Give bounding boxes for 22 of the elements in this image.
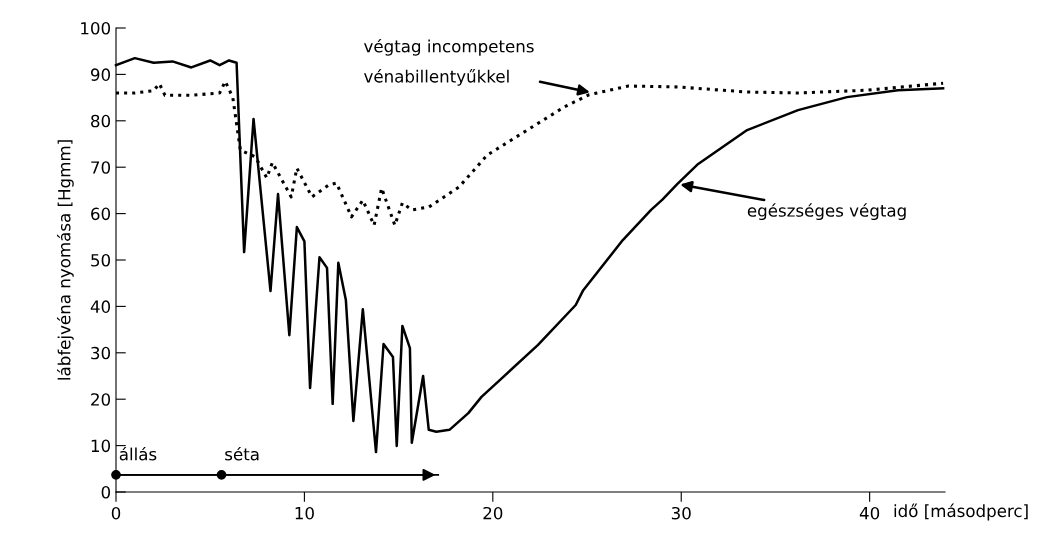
y-tick-label: 80 xyxy=(91,114,111,128)
y-tick-label: 20 xyxy=(91,393,111,406)
y-tick-label: 10 xyxy=(91,439,111,453)
y-tick-label: 90 xyxy=(90,68,111,81)
y-tick-label: 50 xyxy=(91,253,111,267)
x-tick-label: 40 xyxy=(859,506,880,520)
x-tick-label: 0 xyxy=(111,506,121,520)
y-axis-title: lábfejvéna nyomása [Hgmm] xyxy=(56,140,74,380)
y-tick-label: 60 xyxy=(91,207,111,221)
annotation: séta xyxy=(225,446,259,461)
y-tick-label: 100 xyxy=(81,21,111,35)
annotation: egészséges végtag xyxy=(747,203,906,221)
y-tick-label: 0 xyxy=(101,485,111,499)
x-tick-label: 30 xyxy=(671,506,691,520)
annotation: állás xyxy=(119,446,157,461)
annotation: végtag incompetens vénabillentyűkkel xyxy=(364,38,534,86)
y-tick-label: 40 xyxy=(90,300,111,313)
x-tick-label: 10 xyxy=(295,506,314,520)
y-tick-label: 70 xyxy=(91,161,111,174)
y-tick-label: 30 xyxy=(91,346,111,360)
x-tick-label: 20 xyxy=(483,506,503,520)
x-axis-title: idő [másodperc] xyxy=(894,503,1028,521)
